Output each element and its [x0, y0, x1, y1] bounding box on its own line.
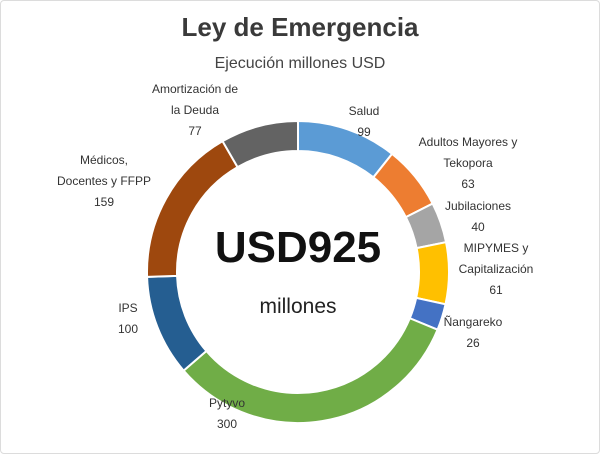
slice-7 [146, 274, 208, 373]
slice-label-3: Jubilaciones 40 [445, 199, 511, 234]
chart-title: Ley de Emergencia [181, 12, 419, 42]
slice-label-7: IPS 100 [118, 301, 138, 336]
slice-name-9: la Deuda [171, 103, 219, 117]
slice-1 [297, 119, 394, 179]
slice-value-6: 300 [217, 417, 237, 431]
slice-name-8: Médicos, [80, 153, 128, 167]
center-total-value: USD925 [215, 223, 381, 272]
slice-label-4: MIPYMES y Capitalización 61 [459, 241, 534, 297]
slice-name-5: Ñangareko [444, 315, 503, 329]
slice-value-7: 100 [118, 322, 138, 336]
slice-9 [221, 119, 299, 169]
slice-value-5: 26 [466, 336, 480, 350]
slice-value-4: 61 [489, 283, 503, 297]
slice-name-1: Salud [349, 104, 380, 118]
slice-value-2: 63 [461, 177, 475, 191]
donut-slices [146, 119, 450, 424]
slice-value-9: 77 [188, 124, 202, 138]
slice-name-2: Adultos Mayores y [419, 135, 518, 149]
chart-subtitle: Ejecución millones USD [214, 55, 386, 72]
slice-name-4: Capitalización [459, 262, 534, 276]
slice-name-2: Tekopora [443, 156, 493, 170]
slice-name-8: Docentes y FFPP [57, 174, 151, 188]
slice-name-3: Jubilaciones [445, 199, 511, 213]
slice-value-8: 159 [94, 195, 114, 209]
slice-label-2: Adultos Mayores y Tekopora 63 [419, 135, 518, 191]
slice-name-9: Amortización de [152, 82, 238, 96]
slice-label-8: Médicos, Docentes y FFPP 159 [57, 153, 151, 209]
slice-label-5: Ñangareko 26 [444, 315, 503, 350]
slice-label-9: Amortización de la Deuda 77 [152, 82, 238, 138]
slice-name-7: IPS [118, 301, 137, 315]
slice-4 [415, 241, 450, 306]
slice-label-6: Pytyvo 300 [209, 396, 245, 431]
slice-value-3: 40 [471, 220, 485, 234]
slice-name-6: Pytyvo [209, 396, 245, 410]
center-unit-label: millones [259, 295, 336, 318]
slice-label-1: Salud 99 [349, 104, 380, 139]
slice-value-1: 99 [357, 125, 371, 139]
slice-labels: Salud 99 Adultos Mayores y Tekopora 63 Jubila… [57, 82, 533, 431]
slice-name-4: MIPYMES y [464, 241, 529, 255]
